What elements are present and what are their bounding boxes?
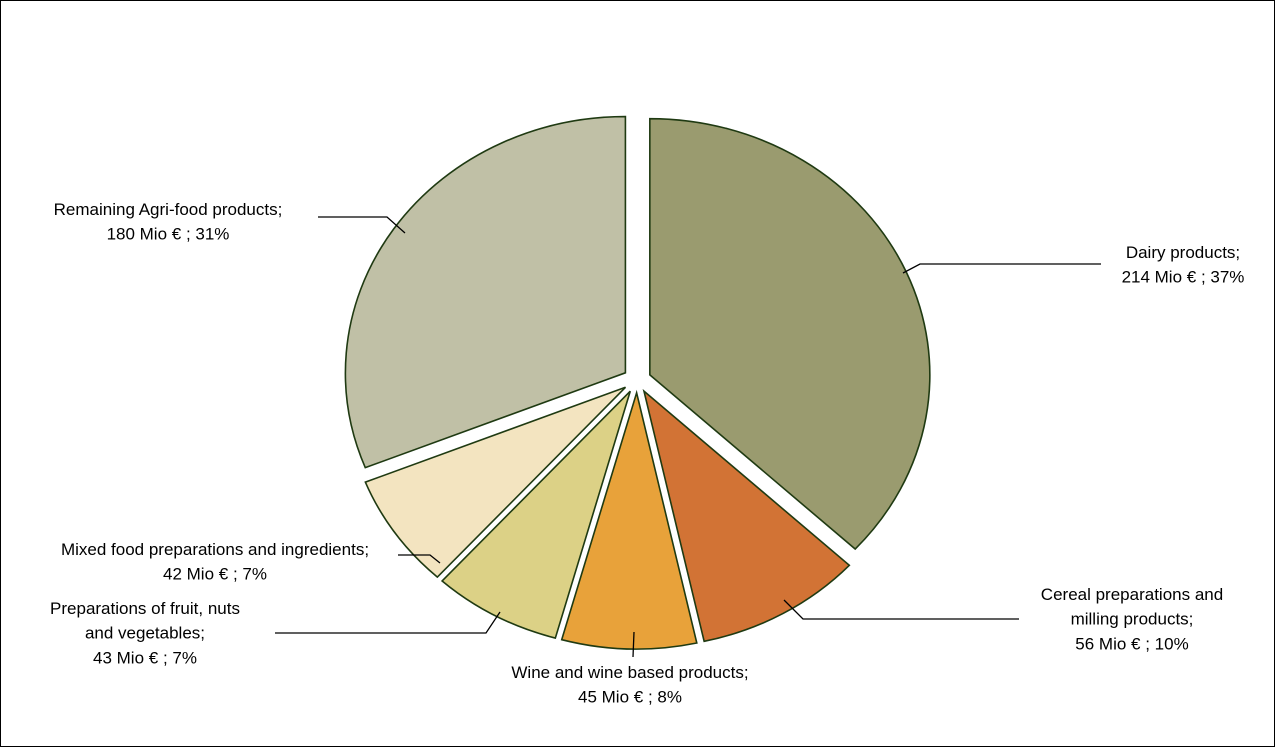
data-label-line: Mixed food preparations and ingredients; [61, 540, 369, 559]
pie-slice-cereal-preparations-and-milling-products [642, 388, 851, 643]
data-label-line: Cereal preparations and [1041, 585, 1223, 604]
pie-slice-preparations-of-fruit-nuts-and-vegetables [440, 390, 632, 640]
data-label-remaining-agri-food-products: Remaining Agri-food products; 180 Mio € ;… [54, 200, 283, 244]
leader-line-wine-and-wine-based-products [632, 631, 635, 658]
data-label-preparations-of-fruit-nuts-and-vegetables: Preparations of fruit, nuts and vegetable… [50, 599, 240, 667]
data-label-cereal-preparations-and-milling-products: Cereal preparations and milling products;… [1041, 585, 1223, 653]
leader-line-dairy-products [902, 263, 1101, 274]
data-label-line: 214 Mio € ; 37% [1122, 268, 1245, 287]
pie-slice-dairy-products [649, 117, 931, 551]
data-label-line: Remaining Agri-food products; [54, 200, 283, 219]
pie-slice-mixed-food-preparations-and-ingredients [364, 386, 627, 579]
data-label-line: milling products; [1071, 610, 1194, 629]
pie-slice-remaining-agri-food-products [344, 115, 627, 469]
data-label-line: 42 Mio € ; 7% [163, 565, 267, 584]
slice-labels: Dairy products; 214 Mio € ; 37% Cereal pre… [50, 200, 1244, 707]
data-label-line: and vegetables; [85, 624, 205, 643]
leader-lines [275, 216, 1101, 658]
data-label-wine-and-wine-based-products: Wine and wine based products; 45 Mio € ; … [511, 663, 748, 707]
data-label-mixed-food-preparations-and-ingredients: Mixed food preparations and ingredients;… [61, 540, 369, 584]
data-label-line: 56 Mio € ; 10% [1075, 634, 1188, 653]
data-label-dairy-products: Dairy products; 214 Mio € ; 37% [1122, 243, 1245, 287]
pie-slice-wine-and-wine-based-products [560, 389, 698, 650]
leader-line-preparations-of-fruit-nuts-and-vegetables [275, 611, 501, 634]
leader-line-remaining-agri-food-products [318, 216, 406, 234]
data-label-line: 180 Mio € ; 31% [107, 225, 230, 244]
pie-slices [344, 115, 931, 650]
data-label-line: Wine and wine based products; [511, 663, 748, 682]
data-label-line: Dairy products; [1126, 243, 1240, 262]
leader-line-mixed-food-preparations-and-ingredients [398, 554, 441, 564]
data-label-line: 45 Mio € ; 8% [578, 688, 682, 707]
data-label-line: 43 Mio € ; 7% [93, 648, 197, 667]
leader-line-cereal-preparations-and-milling-products [783, 599, 1019, 620]
data-label-line: Preparations of fruit, nuts [50, 599, 240, 618]
